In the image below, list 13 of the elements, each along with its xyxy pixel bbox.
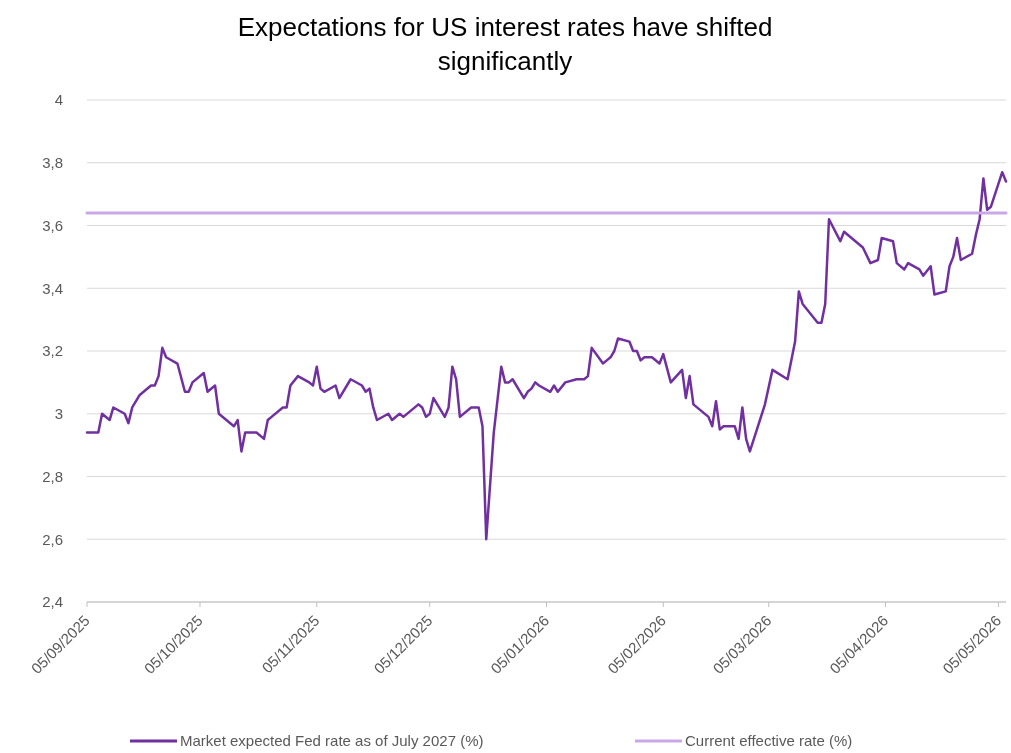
y-tick-label: 3,6 <box>42 216 63 234</box>
legend-label: Market expected Fed rate as of July 2027 (%) <box>180 732 484 750</box>
y-tick-label: 2,8 <box>42 467 63 485</box>
line-series <box>85 170 1008 541</box>
y-tick-label: 2,4 <box>42 593 63 611</box>
y-tick-label: 4 <box>54 91 63 109</box>
chart-title: Expectations for US interest rates have shifted significantly <box>237 12 773 76</box>
y-tick-label: 3,8 <box>42 154 63 171</box>
y-tick-label: 3 <box>54 405 63 422</box>
y-tick-label: 2,6 <box>42 530 63 548</box>
legend-label: Current effective rate (%) <box>685 732 853 750</box>
y-tick-label: 3,2 <box>42 342 63 360</box>
y-tick-label: 3,4 <box>42 279 63 297</box>
